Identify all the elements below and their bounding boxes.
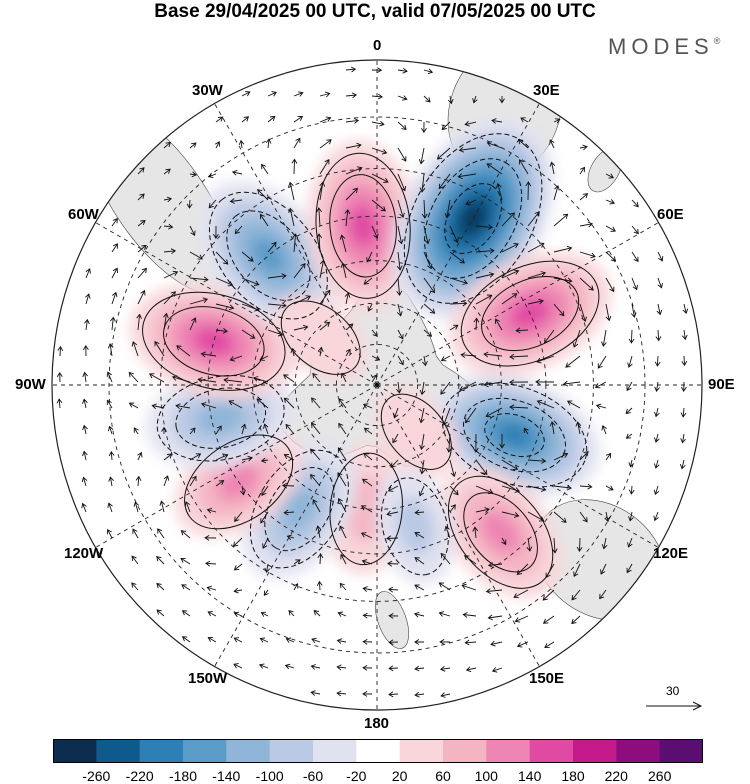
pole-marker — [375, 383, 379, 387]
polar-map — [0, 0, 750, 735]
colorbar-swatch-9 — [443, 739, 487, 763]
colorbar-swatch-7 — [356, 739, 400, 763]
colorbar-swatch-2 — [140, 739, 184, 763]
colorbar-tick-label: -20 — [334, 768, 378, 784]
colorbar-tick-label: 260 — [638, 768, 682, 784]
colorbar-tick-label: -260 — [74, 768, 118, 784]
meridian-label-90w: 90W — [15, 377, 46, 393]
colorbar-swatch-11 — [530, 739, 574, 763]
meridian-label-120e: 120E — [653, 546, 688, 562]
colorbar-swatch-1 — [96, 739, 140, 763]
colorbar-tick-label: -140 — [204, 768, 248, 784]
meridian-label-60w: 60W — [68, 207, 99, 223]
vector-scale-label: 30 — [666, 684, 679, 698]
colorbar-swatch-12 — [573, 739, 617, 763]
meridian-label-0: 0 — [373, 38, 381, 54]
colorbar-swatch-14 — [660, 739, 703, 763]
colorbar-tick-label: 220 — [594, 768, 638, 784]
meridian-label-120w: 120W — [64, 546, 103, 562]
colorbar-swatch-6 — [313, 739, 357, 763]
meridian-label-150w: 150W — [188, 671, 227, 687]
colorbar-swatch-8 — [400, 739, 444, 763]
colorbar-tick-label: 140 — [508, 768, 552, 784]
colorbar-tick-label: -60 — [291, 768, 335, 784]
colorbar-tick-label: 60 — [421, 768, 465, 784]
meridian-label-30w: 30W — [192, 83, 223, 99]
colorbar-swatch-0 — [53, 739, 97, 763]
meridian-label-90e: 90E — [708, 377, 735, 393]
colorbar — [53, 739, 703, 763]
colorbar-tick-label: -180 — [161, 768, 205, 784]
colorbar-tick-label: 180 — [551, 768, 595, 784]
meridian-label-180: 180 — [364, 716, 389, 732]
colorbar-swatch-3 — [183, 739, 227, 763]
colorbar-swatch-4 — [226, 739, 270, 763]
meridian-label-30e: 30E — [533, 83, 560, 99]
colorbar-tick-label: -220 — [118, 768, 162, 784]
colorbar-tick-label: -100 — [248, 768, 292, 784]
colorbar-swatch-13 — [616, 739, 660, 763]
colorbar-tick-label: 100 — [464, 768, 508, 784]
colorbar-swatch-10 — [486, 739, 530, 763]
colorbar-swatch-5 — [270, 739, 314, 763]
meridian-label-150e: 150E — [529, 671, 564, 687]
colorbar-tick-label: 20 — [378, 768, 422, 784]
meridian-label-60e: 60E — [657, 207, 684, 223]
vector-scale-arrow — [644, 698, 706, 714]
